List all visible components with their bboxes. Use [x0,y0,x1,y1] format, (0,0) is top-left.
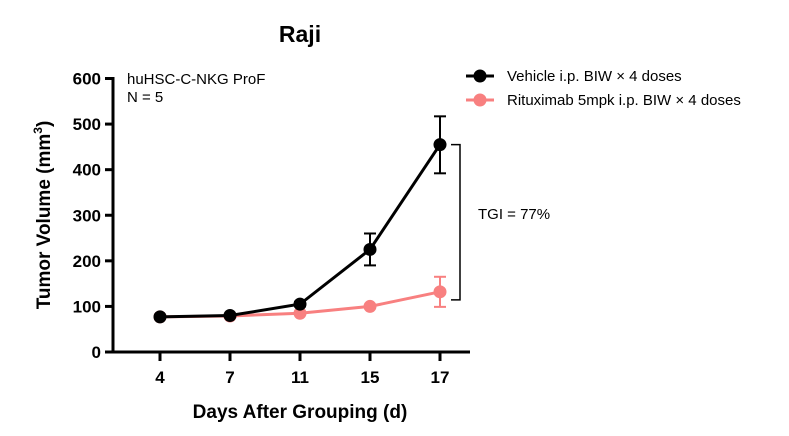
annotation-model: huHSC-C-NKG ProF [127,71,265,88]
data-point [223,309,237,323]
y-tick-label: 600 [73,70,101,89]
y-axis-label: Tumor Volume (mm3) [31,121,55,310]
tgi-bracket [451,143,461,301]
y-tick-label: 100 [73,297,101,316]
legend-marker [473,69,487,83]
x-axis-label: Days After Grouping (d) [193,402,408,423]
y-tick-label: 0 [92,343,101,362]
chart-title: Raji [279,21,321,47]
y-tick-label: 300 [73,206,101,225]
y-tick-label: 500 [73,115,101,134]
y-axis-label-close: ) [34,121,55,127]
annotation-tgi: TGI = 77% [478,206,550,223]
x-tick-label: 11 [291,368,309,387]
x-tick-label: 7 [225,368,234,387]
data-point [433,285,447,299]
data-point [153,310,167,324]
annotation-n: N = 5 [127,89,163,106]
legend-label: Vehicle i.p. BIW × 4 doses [507,68,682,85]
legend-marker [473,93,487,107]
y-axis-label-text: Tumor Volume (mm [34,134,55,310]
y-axis-label-sup: 3 [31,127,45,134]
series-line-0 [159,143,442,319]
x-tick-label: 17 [431,368,450,387]
y-tick-label: 200 [73,252,101,271]
legend-label: Rituximab 5mpk i.p. BIW × 4 doses [507,92,741,109]
data-point [293,297,307,311]
x-tick-label: 4 [155,368,165,387]
data-point [363,299,377,313]
data-point [363,242,377,256]
x-tick-label: 15 [361,368,380,387]
y-tick-label: 400 [73,161,101,180]
data-point [433,138,447,152]
data-point [293,306,307,320]
